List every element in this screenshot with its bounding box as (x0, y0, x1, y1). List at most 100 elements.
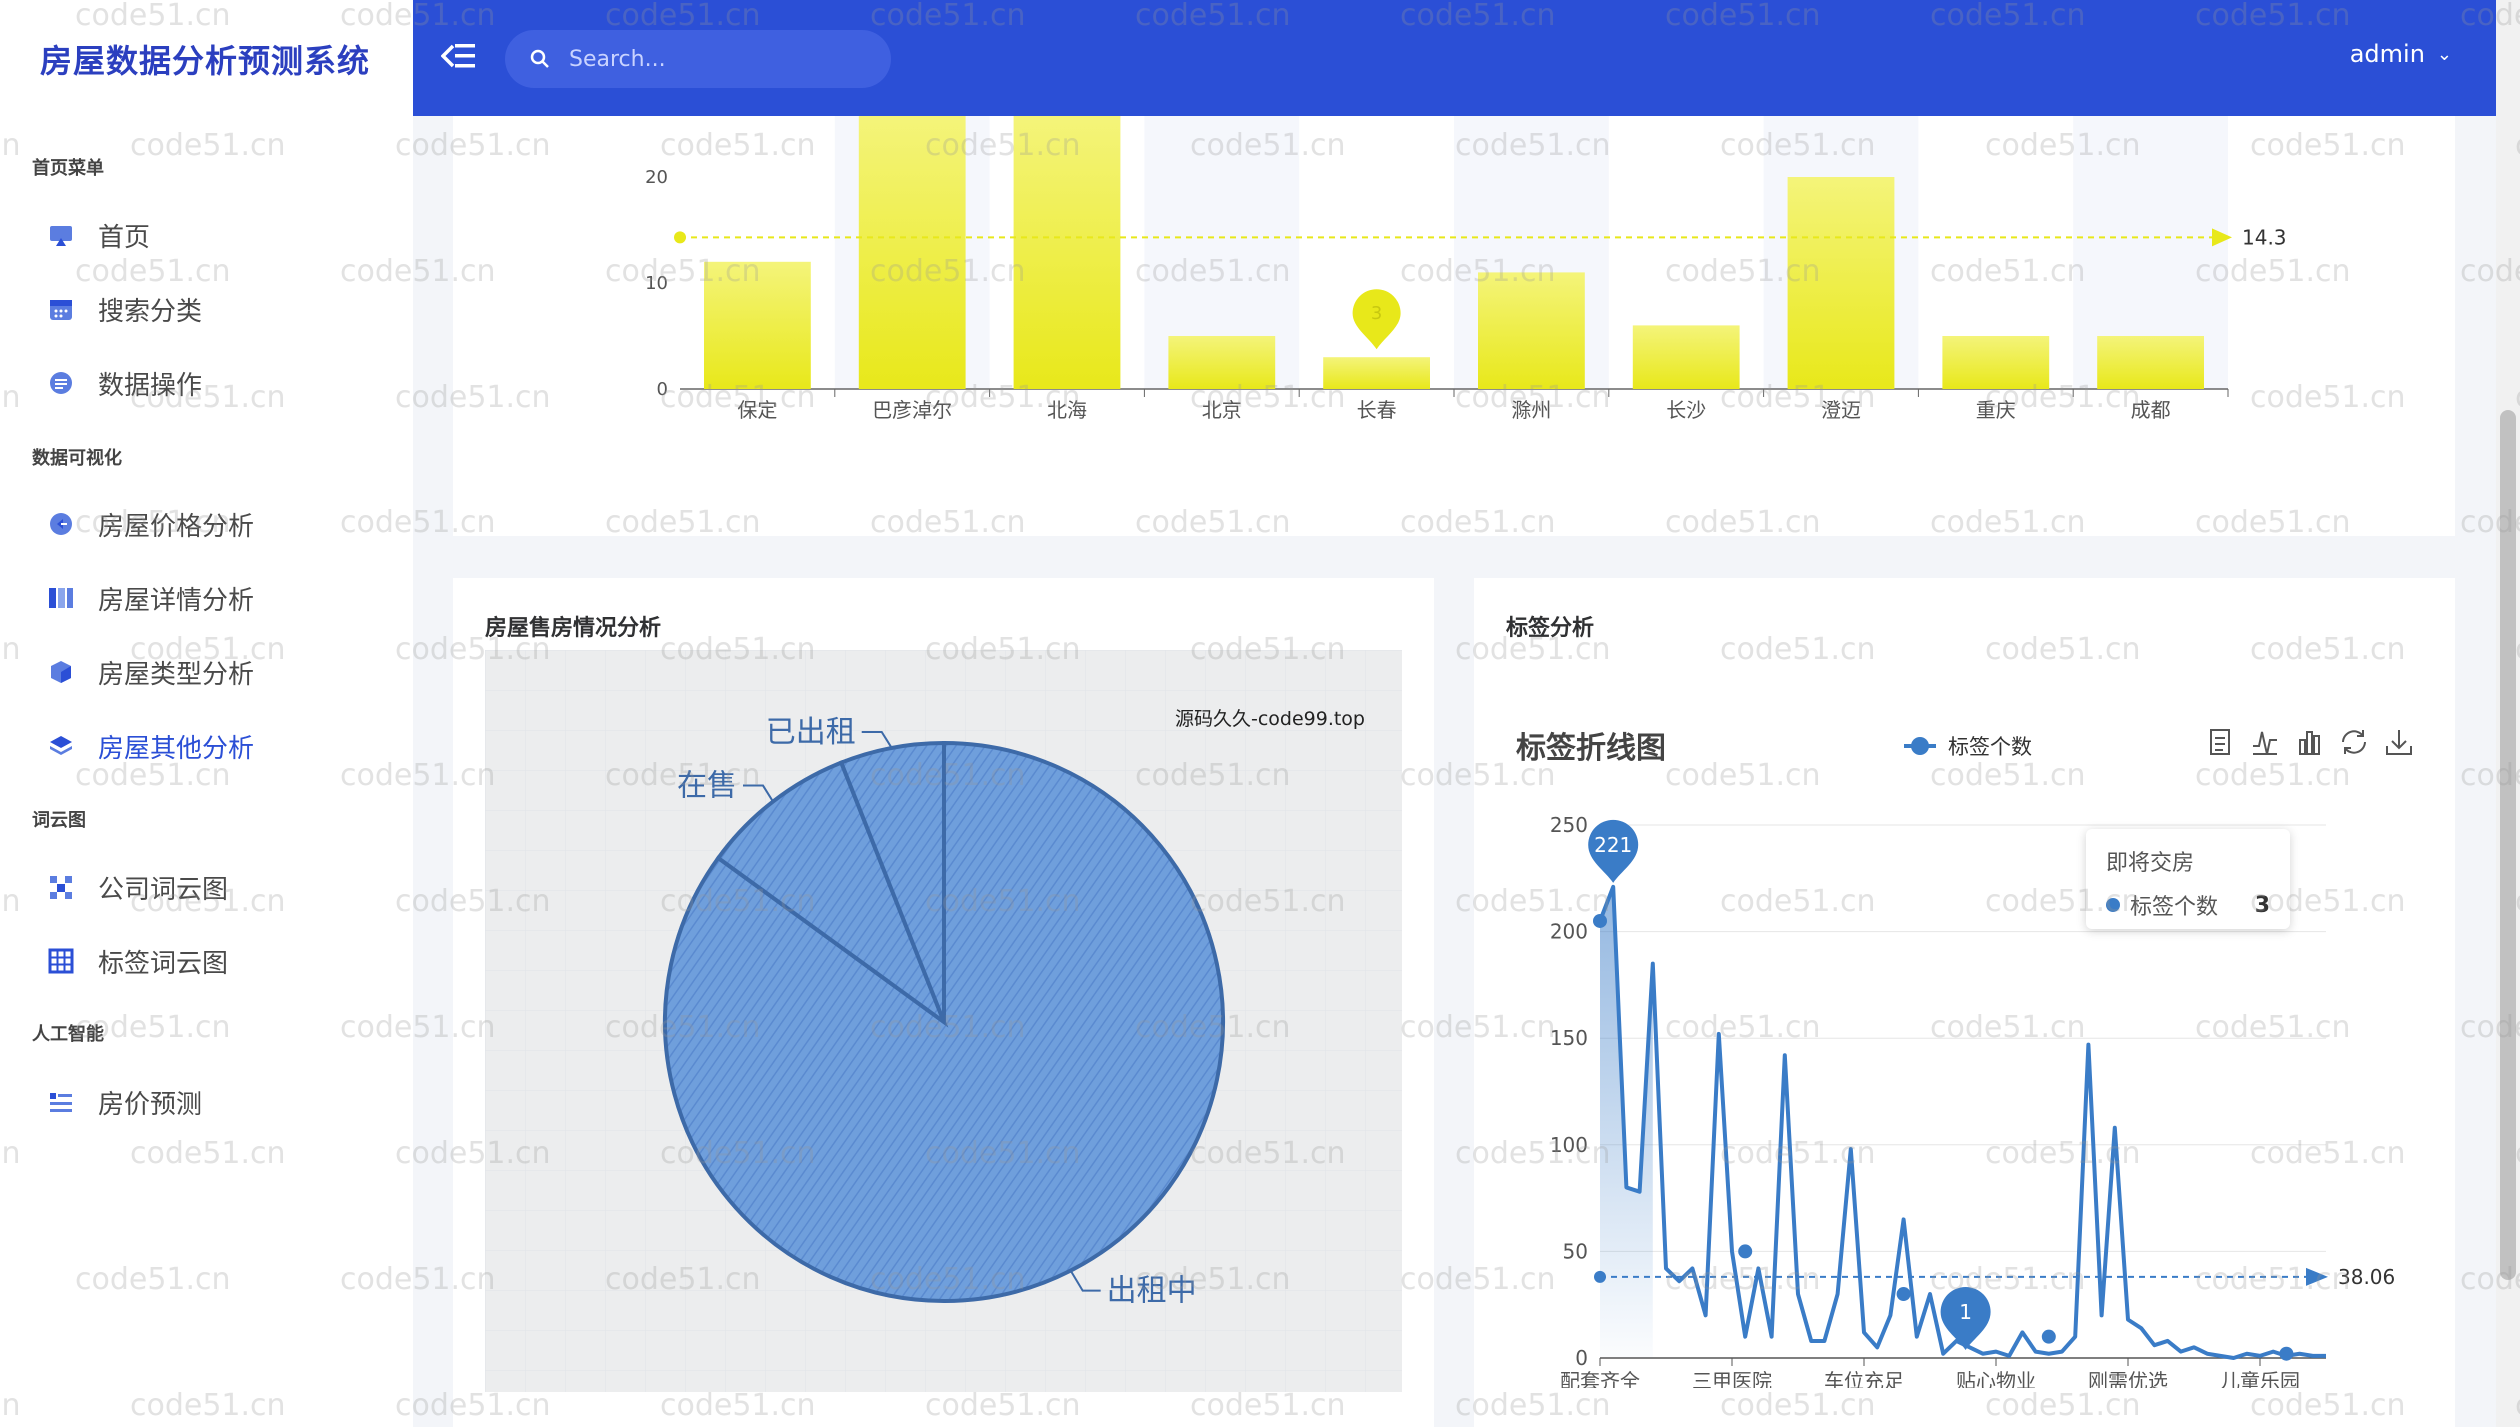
menu-group-home: 首页菜单 (32, 158, 104, 179)
tooltip-category: 即将交房 (2106, 851, 2195, 876)
x-tick-label: 巴彦淖尔 (872, 398, 952, 422)
bar (1168, 336, 1276, 389)
pie-watermark-text: 源码久久-code99.top (1175, 708, 1365, 730)
sidebar-item-label: 标签词云图 (98, 948, 229, 979)
data-point (1738, 1244, 1753, 1259)
x-tick-label: 贴心物业 (1956, 1369, 2036, 1388)
menu-group-wordcloud: 词云图 (32, 810, 86, 831)
sidebar-item-price-prediction[interactable]: 房价预测 (48, 1078, 202, 1126)
legend-dot (1911, 737, 1929, 755)
series-dot-icon (2106, 898, 2120, 912)
min-mark-point-label: 1 (1959, 1300, 1972, 1324)
sidebar-item-company-wordcloud[interactable]: 公司词云图 (48, 863, 228, 911)
sidebar-item-search-category[interactable]: 搜索分类 (48, 285, 202, 333)
sidebar-item-home[interactable]: 首页 (48, 211, 150, 259)
list-icon (48, 1089, 74, 1115)
y-tick-label: 200 (1550, 920, 1588, 944)
x-tick-label: 三甲医院 (1692, 1369, 1772, 1388)
line-type-icon[interactable] (2253, 731, 2277, 755)
menu-group-visualization: 数据可视化 (32, 448, 122, 469)
y-tick-label: 150 (1550, 1026, 1588, 1050)
chart-tooltip: 即将交房 标签个数 3 (2086, 829, 2290, 929)
sidebar-item-other-analysis[interactable]: 房屋其他分析 (48, 722, 254, 770)
max-mark-point (1588, 819, 1639, 883)
arrow-circle-icon (48, 511, 74, 537)
layers-icon (48, 733, 74, 759)
average-line-arrow (2306, 1267, 2328, 1286)
sidebar-toggle-button[interactable] (440, 40, 477, 72)
pie-label: 已出租 (766, 715, 856, 750)
x-tick-label: 车位充足 (1824, 1369, 1904, 1388)
x-tick-label: 儿童乐园 (2220, 1369, 2300, 1388)
bar (2097, 336, 2204, 389)
sidebar-item-label: 房价预测 (98, 1089, 203, 1120)
x-tick-label: 长春 (1357, 398, 1397, 422)
calendar-icon (48, 296, 74, 322)
sidebar-item-label: 房屋类型分析 (98, 659, 255, 690)
average-line-arrow (2212, 228, 2232, 247)
username: admin (2349, 40, 2425, 68)
user-menu[interactable]: admin ⌄ (2350, 40, 2452, 68)
pie-label-line (1069, 1270, 1101, 1292)
bar (1478, 272, 1585, 389)
average-line-start (674, 231, 686, 244)
sidebar: 房屋数据分析预测系统 首页菜单 首页 搜索分类 数据操作 数据可视化 房屋价格分… (0, 0, 413, 1427)
bar (1323, 357, 1430, 389)
pie-label-line (742, 784, 774, 803)
sidebar-item-label: 搜索分类 (98, 296, 203, 327)
columns-icon (48, 585, 74, 611)
search-input[interactable] (569, 46, 869, 72)
top-header: admin ⌄ (413, 0, 2496, 116)
x-tick-label: 澄迈 (1821, 398, 1861, 422)
y-tick-label: 10 (645, 273, 668, 294)
tooltip-series: 标签个数 (2130, 895, 2219, 920)
max-mark-point-label: 221 (1594, 833, 1632, 857)
search-box[interactable] (505, 30, 891, 88)
bar (1013, 116, 1121, 389)
mark-point-pin (1352, 289, 1401, 350)
city-bar-chart: 0 10 20 保定 巴彦淖尔 北海 北京 长春 滁州 长沙 澄迈 重庆 成都 14.3 3 (645, 116, 2287, 422)
y-tick-label: 50 (1563, 1239, 1588, 1263)
legend-label: 标签个数 (1948, 735, 2032, 759)
home-icon (48, 222, 74, 248)
x-tick-label: 长沙 (1666, 398, 1706, 422)
min-mark-point (1940, 1286, 1991, 1350)
page-scrollbar[interactable] (2496, 0, 2520, 1427)
restore-icon[interactable] (2342, 730, 2366, 754)
sidebar-item-tag-wordcloud[interactable]: 标签词云图 (48, 937, 228, 985)
bar-type-icon[interactable] (2299, 731, 2320, 755)
y-tick-label: 250 (1550, 813, 1588, 837)
bar (858, 116, 966, 389)
y-tick-label: 100 (1550, 1133, 1588, 1157)
bar (704, 261, 811, 389)
bar (1787, 177, 1895, 389)
card-title: 标签分析 (1506, 616, 1595, 641)
x-tick-label: 重庆 (1976, 398, 2016, 422)
sidebar-item-detail-analysis[interactable]: 房屋详情分析 (48, 574, 254, 622)
sidebar-item-label: 公司词云图 (98, 874, 229, 905)
x-tick-label: 北京 (1202, 398, 1242, 422)
sidebar-item-price-analysis[interactable]: 房屋价格分析 (48, 500, 254, 548)
pie-label: 在售 (677, 769, 737, 804)
data-point (2041, 1329, 2056, 1344)
sidebar-item-type-analysis[interactable]: 房屋类型分析 (48, 648, 254, 696)
data-view-icon[interactable] (2210, 729, 2230, 755)
cube-icon (48, 659, 74, 685)
tooltip-value: 3 (2254, 892, 2270, 918)
chevron-down-icon: ⌄ (2436, 43, 2452, 65)
search-icon (530, 49, 549, 68)
app-title: 房屋数据分析预测系统 (40, 42, 371, 80)
pie-label-line (861, 730, 893, 749)
sidebar-item-data-operation[interactable]: 数据操作 (48, 359, 202, 407)
data-point (1896, 1287, 1911, 1302)
scrollbar-thumb[interactable] (2500, 410, 2516, 1280)
x-tick-label: 配套齐全 (1560, 1369, 1640, 1388)
download-icon[interactable] (2386, 730, 2412, 755)
pie-label: 出租中 (1107, 1274, 1197, 1309)
sale-status-card: 房屋售房情况分析 源码久久-code99.top 出租中 在售 已出租 (453, 578, 1434, 1427)
card-title: 房屋售房情况分析 (485, 616, 662, 641)
chat-icon (48, 370, 74, 396)
menu-group-ai: 人工智能 (32, 1024, 104, 1045)
